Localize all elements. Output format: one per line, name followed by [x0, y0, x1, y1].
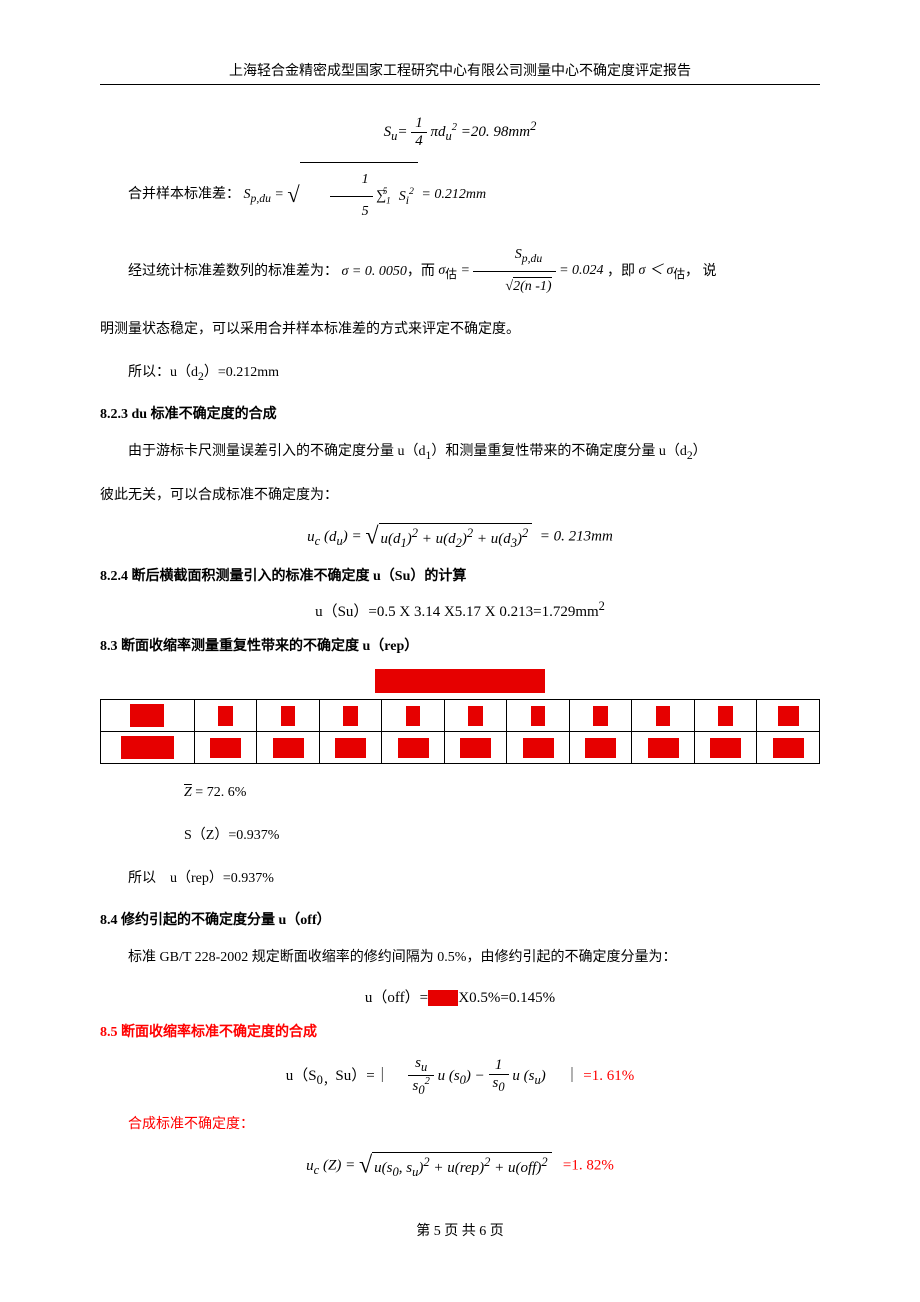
table-caption-redacted: 表 4 断面收缩率测量数据 — [375, 669, 545, 693]
para-84: 标准 GB/T 228-2002 规定断面收缩率的修约间隔为 0.5%，由修约引… — [100, 943, 820, 974]
section-824: 8.2.4 断后横截面积测量引入的标准不确定度 u（Su）的计算 — [100, 565, 820, 585]
f84-redact: 0.29 — [428, 990, 458, 1006]
td-5: 72.5 — [523, 738, 554, 758]
formula-85a: u（S0，Su）=｜ sus02 u (s0) − 1s0 u (su) ｜ =… — [100, 1055, 820, 1098]
th-1: 1 — [218, 706, 233, 726]
td-2: 73.0 — [335, 738, 366, 758]
table-caption: 表 4 断面收缩率测量数据 — [100, 669, 820, 693]
td-label: Z（%） — [121, 736, 174, 759]
th-7: 7 — [593, 706, 608, 726]
formula-su: Su= 14 πdu2 =20. 98mm2 — [100, 115, 820, 150]
page-header: 上海轻合金精密成型国家工程研究中心有限公司测量中心不确定度评定报告 — [100, 60, 820, 80]
td-9: 72.5 — [773, 738, 804, 758]
section-83: 8.3 断面收缩率测量重复性带来的不确定度 u（rep） — [100, 635, 820, 655]
th-0: 序号 — [130, 704, 164, 727]
para-823a: 由于游标卡尺测量误差引入的不确定度分量 u（d1）和测量重复性带来的不确定度分量… — [100, 437, 820, 468]
para-stable: 明测量状态稳定，可以采用合并样本标准差的方式来评定不确定度。 — [100, 315, 820, 346]
td-0: 74.5 — [210, 738, 241, 758]
document-page: 上海轻合金精密成型国家工程研究中心有限公司测量中心不确定度评定报告 Su= 14… — [0, 0, 920, 1280]
data-table: 序号 1 2 3 4 5 6 7 8 9 10 Z（%） 74.5 73.0 7… — [100, 699, 820, 764]
td-4: 71.0 — [460, 738, 491, 758]
td-1: 73.0 — [273, 738, 304, 758]
para-823b: 彼此无关，可以合成标准不确定度为： — [100, 481, 820, 512]
formula-ucdu: uc (du) = √u(d1)2 + u(d2)2 + u(d3)2 = 0.… — [100, 523, 820, 551]
f84-prefix: u（off）= — [365, 990, 428, 1006]
formula-85b: uc (Z) = √u(s0, su)2 + u(rep)2 + u(off)2… — [100, 1152, 820, 1180]
td-7: 71.5 — [648, 738, 679, 758]
td-8: 73.0 — [710, 738, 741, 758]
f85b-result: =1. 82% — [563, 1158, 614, 1174]
para-85-combined: 合成标准不确定度： — [100, 1110, 820, 1141]
td-3: 72.5 — [398, 738, 429, 758]
para-sigma: 经过统计标准差数列的标准差为： σ = 0. 0050，而 σ估 = Sp,du… — [100, 240, 820, 303]
z-mean: Z = 72. 6% — [184, 778, 820, 809]
f84-suffix: X0.5%=0.145% — [458, 990, 555, 1006]
th-6: 6 — [531, 706, 546, 726]
header-divider — [100, 84, 820, 85]
th-8: 8 — [656, 706, 671, 726]
sigma-prefix: 经过统计标准差数列的标准差为： — [128, 263, 338, 278]
th-2: 2 — [281, 706, 296, 726]
th-9: 9 — [718, 706, 733, 726]
th-5: 5 — [468, 706, 483, 726]
th-10: 10 — [778, 706, 799, 726]
sigma-val: σ = 0. 0050 — [342, 263, 407, 278]
section-85: 8.5 断面收缩率标准不确定度的合成 — [100, 1021, 820, 1041]
para-so-ud2: 所以：u（d2）=0.212mm — [100, 358, 820, 389]
para-merge-std: 合并样本标准差： Sp,du = √15 ∑15 Si2 = 0.212mm — [100, 162, 820, 228]
th-3: 3 — [343, 706, 358, 726]
f85a-result: =1. 61% — [583, 1068, 634, 1084]
formula-spdu: Sp,du = √15 ∑15 Si2 = 0.212mm — [244, 187, 487, 202]
formula-sigma-gu: σ估 = Sp,du√2(n -1) = 0.024 — [438, 263, 607, 278]
th-4: 4 — [406, 706, 421, 726]
urep: 所以 u（rep）=0.937% — [128, 864, 820, 895]
sz: S（Z）=0.937% — [184, 821, 820, 852]
section-823: 8.2.3 du 标准不确定度的合成 — [100, 403, 820, 423]
td-6: 72.5 — [585, 738, 616, 758]
formula-824: u（Su）=0.5 X 3.14 X5.17 X 0.213=1.729mm2 — [100, 599, 820, 621]
page-footer: 第 5 页 共 6 页 — [100, 1220, 820, 1240]
section-84: 8.4 修约引起的不确定度分量 u（off） — [100, 909, 820, 929]
table-data-row: Z（%） 74.5 73.0 73.0 72.5 71.0 72.5 72.5 … — [101, 732, 820, 764]
formula-84: u（off）=0.29X0.5%=0.145% — [100, 986, 820, 1007]
table-header-row: 序号 1 2 3 4 5 6 7 8 9 10 — [101, 700, 820, 732]
merge-prefix: 合并样本标准差： — [128, 187, 240, 202]
